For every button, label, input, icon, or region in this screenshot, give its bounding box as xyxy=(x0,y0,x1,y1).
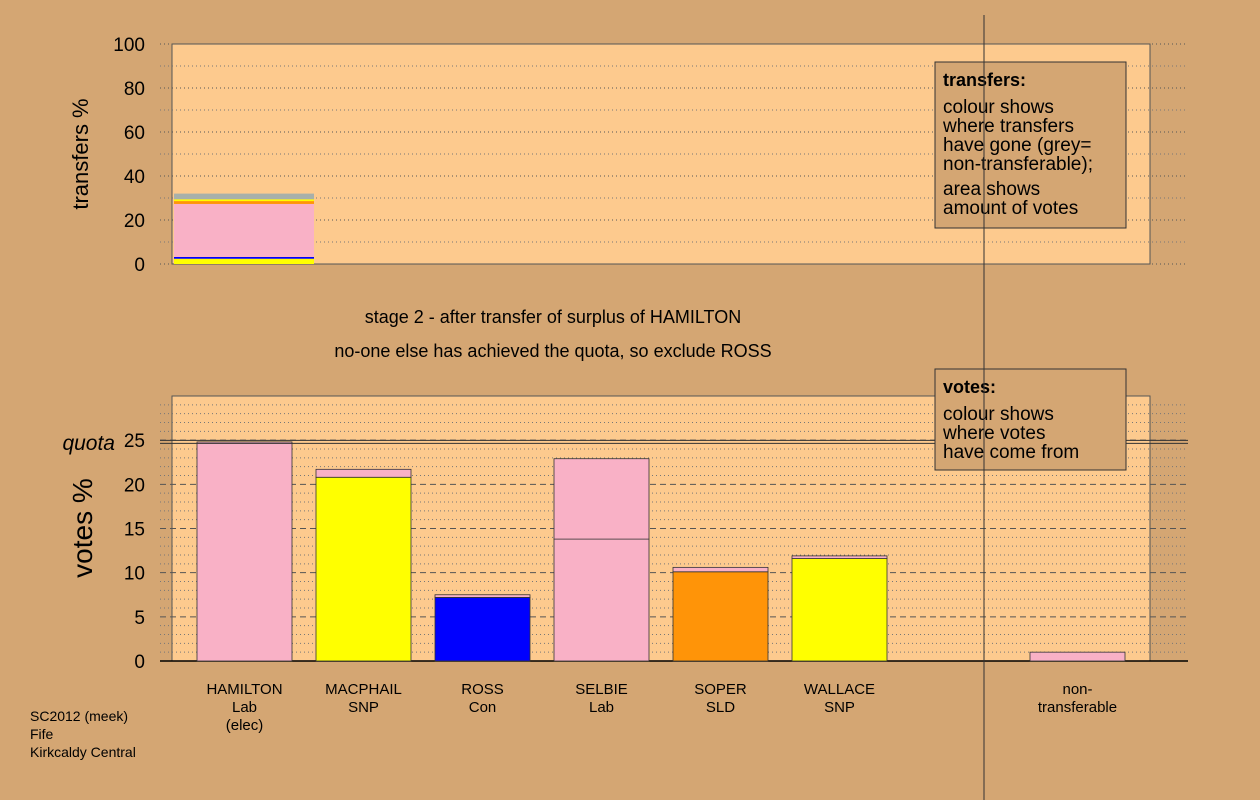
bar-segment xyxy=(174,193,314,200)
bar-segment xyxy=(174,256,314,259)
x-tick-label: SNP xyxy=(348,699,379,716)
footer-text: Fife xyxy=(30,726,54,742)
y-tick-label: 15 xyxy=(124,520,145,541)
x-tick-label: SELBIE xyxy=(575,681,628,698)
legend-text: colour shows xyxy=(943,97,1054,118)
bar-segment xyxy=(174,258,314,264)
x-tick-label: Lab xyxy=(232,699,257,716)
bar-segment xyxy=(174,199,314,202)
bar-segment xyxy=(174,201,314,204)
x-tick-label: SLD xyxy=(706,699,735,716)
bar-segment xyxy=(672,571,769,662)
x-tick-label: WALLACE xyxy=(804,681,875,698)
y-tick-label: 25 xyxy=(124,431,145,452)
quota-label: quota xyxy=(62,432,115,455)
footer-text: Kirkcaldy Central xyxy=(30,744,136,760)
x-tick-label: HAMILTON xyxy=(206,681,282,698)
legend-text: colour shows xyxy=(943,404,1054,425)
bar-segment xyxy=(791,555,888,559)
x-tick-label: Con xyxy=(469,699,497,716)
y-axis-label: votes % xyxy=(67,478,98,578)
legend-title: votes: xyxy=(943,377,996,397)
x-tick-label: transferable xyxy=(1038,699,1117,716)
bar-segment xyxy=(553,538,650,662)
legend-text: where votes xyxy=(942,423,1045,444)
legend-text: amount of votes xyxy=(943,198,1078,219)
legend-text: area shows xyxy=(943,179,1040,200)
y-tick-label: 20 xyxy=(124,211,145,232)
x-tick-label: ROSS xyxy=(461,681,504,698)
y-axis-label: transfers % xyxy=(68,98,93,209)
legend-box xyxy=(934,61,1127,229)
y-tick-label: 0 xyxy=(134,255,145,276)
caption: stage 2 - after transfer of surplus of H… xyxy=(365,307,741,327)
legend-text: have gone (grey= xyxy=(943,135,1091,156)
x-tick-label: Lab xyxy=(589,699,614,716)
y-tick-label: 10 xyxy=(124,564,145,585)
caption: no-one else has achieved the quota, so e… xyxy=(334,341,771,361)
bar-segment xyxy=(315,468,412,478)
x-tick-label: SOPER xyxy=(694,681,747,698)
y-tick-label: 100 xyxy=(113,35,145,56)
y-tick-label: 80 xyxy=(124,79,145,100)
y-tick-label: 40 xyxy=(124,167,145,188)
bar-segment xyxy=(196,441,293,662)
bar-segment xyxy=(1029,651,1126,662)
y-tick-label: 20 xyxy=(124,475,145,496)
legend-text: non-transferable); xyxy=(943,154,1093,175)
bar-segment xyxy=(434,597,531,662)
footer-text: SC2012 (meek) xyxy=(30,708,128,724)
y-tick-label: 5 xyxy=(134,608,145,629)
legend-text: where transfers xyxy=(942,116,1074,137)
x-tick-label: MACPHAIL xyxy=(325,681,402,698)
legend-box xyxy=(934,368,1127,471)
bar-segment xyxy=(672,566,769,573)
x-tick-label: SNP xyxy=(824,699,855,716)
bar-segment xyxy=(174,203,314,257)
bar-segment xyxy=(315,476,412,662)
y-tick-label: 0 xyxy=(134,652,145,673)
legend-title: transfers: xyxy=(943,70,1026,90)
y-tick-label: 60 xyxy=(124,123,145,144)
x-tick-label: non- xyxy=(1062,681,1092,698)
legend-text: have come from xyxy=(943,442,1079,463)
bar-segment xyxy=(434,594,531,598)
x-tick-label: (elec) xyxy=(226,717,264,734)
bar-segment xyxy=(553,458,650,540)
bar-segment xyxy=(791,558,888,662)
